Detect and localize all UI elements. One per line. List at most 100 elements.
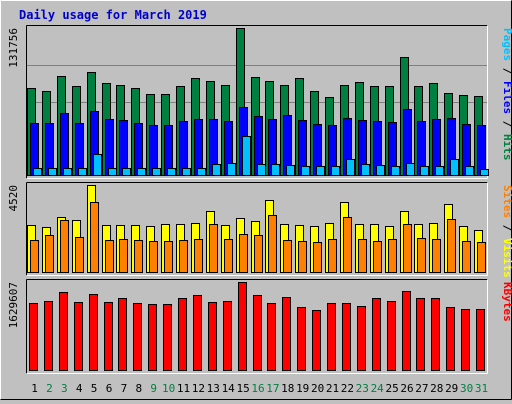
x-tick-label-day-12: 12 xyxy=(192,382,205,395)
bar-visits-sites-day-4 xyxy=(75,237,84,273)
bar-requests-files-day-3 xyxy=(60,113,69,176)
bar-requests-pages-day-28 xyxy=(435,166,444,176)
legend-part-1: / xyxy=(501,218,512,238)
x-tick-label-day-2: 2 xyxy=(46,382,53,395)
bar-requests-pages-day-4 xyxy=(78,168,87,176)
bar-kbytes-kbytes-day-29 xyxy=(446,307,455,371)
legend-part-2: Files xyxy=(501,81,512,114)
x-tick-label-day-31: 31 xyxy=(475,382,488,395)
bar-kbytes-kbytes-day-18 xyxy=(282,297,291,371)
bar-requests-pages-day-30 xyxy=(465,166,474,176)
bar-visits-sites-day-12 xyxy=(194,239,203,273)
bar-requests-files-day-2 xyxy=(45,123,54,176)
bar-requests-pages-day-16 xyxy=(257,164,266,176)
y-max-label-visits: 4520 xyxy=(7,185,20,212)
bar-requests-pages-day-2 xyxy=(48,168,57,176)
bar-requests-pages-day-31 xyxy=(480,169,489,176)
legend-part-1: / xyxy=(501,61,512,81)
bar-visits-sites-day-17 xyxy=(268,215,277,273)
panel-requests: 131756 Pages / Files / Hits xyxy=(7,25,512,179)
x-tick-label-day-30: 30 xyxy=(460,382,473,395)
x-tick-label-day-24: 24 xyxy=(371,382,385,395)
bar-kbytes-kbytes-day-8 xyxy=(133,303,142,371)
bar-requests-pages-day-6 xyxy=(108,168,117,176)
x-tick-label-day-21: 21 xyxy=(326,382,339,395)
right-legend-visits: Sites / Visits xyxy=(501,185,512,278)
bar-requests-pages-day-14 xyxy=(227,163,236,176)
right-legend-kbytes: KBytes xyxy=(501,282,512,322)
bar-kbytes-kbytes-day-22 xyxy=(342,303,351,371)
bar-visits-sites-day-22 xyxy=(343,217,352,273)
x-tick-label-day-4: 4 xyxy=(76,382,83,395)
bar-kbytes-kbytes-day-9 xyxy=(148,304,157,371)
bar-visits-sites-day-15 xyxy=(239,234,248,273)
bar-kbytes-kbytes-day-21 xyxy=(327,303,336,371)
bar-requests-pages-day-17 xyxy=(271,164,280,176)
x-tick-label-day-11: 11 xyxy=(177,382,190,395)
bar-visits-sites-day-21 xyxy=(328,239,337,273)
bar-requests-pages-day-23 xyxy=(361,164,370,176)
legend-part-2: Visits xyxy=(501,238,512,278)
x-tick-label-day-19: 19 xyxy=(296,382,309,395)
right-legend-requests: Pages / Files / Hits xyxy=(501,28,512,161)
legend-part-3: / xyxy=(501,114,512,134)
bar-requests-files-day-12 xyxy=(194,119,203,176)
bar-visits-sites-day-27 xyxy=(417,238,426,273)
bar-kbytes-kbytes-day-13 xyxy=(208,302,217,371)
bar-visits-sites-day-7 xyxy=(119,239,128,273)
bar-requests-pages-day-29 xyxy=(450,159,459,176)
bar-visits-sites-day-25 xyxy=(388,239,397,273)
bar-kbytes-kbytes-day-12 xyxy=(193,295,202,371)
x-tick-label-day-13: 13 xyxy=(207,382,220,395)
chart-title: Daily usage for March 2019 xyxy=(19,8,207,22)
bar-visits-sites-day-2 xyxy=(45,235,54,273)
bar-requests-pages-day-11 xyxy=(182,168,191,176)
bar-requests-pages-day-8 xyxy=(137,168,146,176)
bar-kbytes-kbytes-day-4 xyxy=(74,302,83,371)
x-tick-label-day-25: 25 xyxy=(385,382,398,395)
bar-kbytes-kbytes-day-24 xyxy=(372,298,381,371)
bar-kbytes-kbytes-day-26 xyxy=(402,291,411,371)
bar-requests-pages-day-25 xyxy=(391,166,400,176)
bar-requests-pages-day-3 xyxy=(63,168,72,176)
bar-visits-sites-day-16 xyxy=(254,235,263,273)
x-tick-label-day-18: 18 xyxy=(281,382,294,395)
panel-kbytes: 1629607 KBytes xyxy=(7,279,512,374)
y-max-label-requests: 131756 xyxy=(7,28,20,68)
bar-requests-pages-day-15 xyxy=(242,136,251,176)
bar-visits-sites-day-13 xyxy=(209,224,218,273)
x-tick-label-day-10: 10 xyxy=(162,382,175,395)
bar-kbytes-kbytes-day-17 xyxy=(267,303,276,371)
x-tick-label-day-26: 26 xyxy=(400,382,413,395)
bar-visits-sites-day-26 xyxy=(403,224,412,273)
bar-requests-pages-day-12 xyxy=(197,168,206,176)
x-tick-label-day-20: 20 xyxy=(311,382,324,395)
bar-visits-sites-day-6 xyxy=(105,240,114,273)
bar-visits-sites-day-29 xyxy=(447,219,456,273)
bar-requests-pages-day-21 xyxy=(331,166,340,176)
bar-kbytes-kbytes-day-23 xyxy=(357,306,366,371)
bar-visits-sites-day-5 xyxy=(90,202,99,273)
x-tick-label-day-27: 27 xyxy=(415,382,428,395)
bar-requests-pages-day-7 xyxy=(122,168,131,176)
x-tick-label-day-23: 23 xyxy=(356,382,369,395)
bar-visits-sites-day-14 xyxy=(224,239,233,273)
x-tick-label-day-17: 17 xyxy=(266,382,279,395)
bar-requests-pages-day-9 xyxy=(152,168,161,176)
bar-requests-pages-day-13 xyxy=(212,164,221,176)
x-tick-label-day-16: 16 xyxy=(251,382,264,395)
bar-kbytes-kbytes-day-19 xyxy=(297,307,306,371)
bar-requests-files-day-11 xyxy=(179,121,188,176)
bar-requests-files-day-8 xyxy=(134,123,143,176)
x-tick-label-day-14: 14 xyxy=(222,382,236,395)
x-tick-label-day-7: 7 xyxy=(121,382,128,395)
bar-kbytes-kbytes-day-14 xyxy=(223,301,232,371)
bar-kbytes-kbytes-day-11 xyxy=(178,298,187,371)
bar-visits-sites-day-10 xyxy=(164,241,173,273)
legend-part-0: Sites xyxy=(501,185,512,218)
bar-requests-pages-day-26 xyxy=(406,163,415,176)
bar-requests-files-day-1 xyxy=(30,123,39,176)
x-tick-label-day-6: 6 xyxy=(106,382,113,395)
x-tick-label-day-9: 9 xyxy=(150,382,157,395)
